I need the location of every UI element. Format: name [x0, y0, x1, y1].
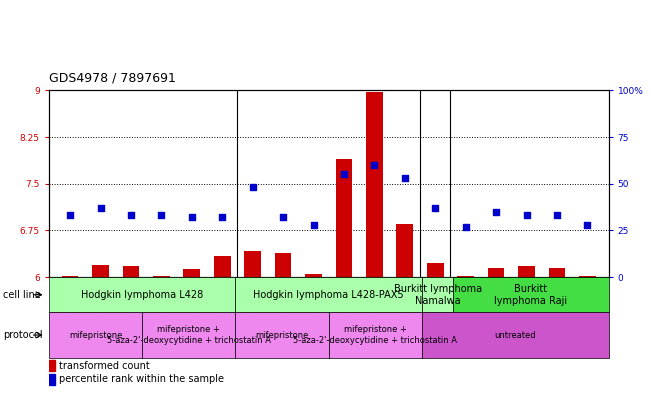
- Point: [552, 212, 562, 219]
- Bar: [184, 269, 201, 277]
- Text: mifepristone +
5-aza-2'-deoxycytidine + trichostatin A: mifepristone + 5-aza-2'-deoxycytidine + …: [107, 325, 271, 345]
- Point: [217, 214, 227, 220]
- Point: [309, 222, 319, 228]
- Bar: [92, 264, 109, 277]
- Bar: [329, 312, 422, 358]
- Point: [521, 212, 532, 219]
- Text: mifepristone +
5-aza-2'-deoxycytidine + trichostatin A: mifepristone + 5-aza-2'-deoxycytidine + …: [294, 325, 458, 345]
- Bar: [396, 224, 413, 277]
- Bar: [244, 251, 261, 277]
- Bar: [122, 266, 139, 277]
- Text: cell line: cell line: [3, 290, 41, 300]
- Bar: [142, 312, 236, 358]
- Point: [65, 212, 76, 219]
- Text: Burkitt lymphoma
Namalwa: Burkitt lymphoma Namalwa: [394, 284, 482, 305]
- Text: Burkitt
lymphoma Raji: Burkitt lymphoma Raji: [494, 284, 568, 305]
- Bar: [549, 268, 565, 277]
- Bar: [49, 360, 55, 371]
- Bar: [422, 277, 453, 312]
- Bar: [275, 253, 292, 277]
- Bar: [49, 312, 142, 358]
- Point: [369, 162, 380, 168]
- Bar: [153, 276, 170, 277]
- Point: [156, 212, 167, 219]
- Text: mifepristone: mifepristone: [69, 331, 122, 340]
- Point: [339, 171, 349, 178]
- Bar: [236, 277, 422, 312]
- Bar: [427, 263, 443, 277]
- Point: [582, 222, 592, 228]
- Bar: [422, 312, 609, 358]
- Bar: [49, 373, 55, 385]
- Point: [278, 214, 288, 220]
- Bar: [518, 266, 535, 277]
- Bar: [214, 256, 230, 277]
- Point: [430, 205, 441, 211]
- Text: mifepristone: mifepristone: [255, 331, 309, 340]
- Bar: [488, 268, 505, 277]
- Bar: [305, 274, 322, 277]
- Text: Hodgkin lymphoma L428: Hodgkin lymphoma L428: [81, 290, 203, 300]
- Bar: [62, 276, 79, 277]
- Bar: [457, 276, 474, 277]
- Text: GDS4978 / 7897691: GDS4978 / 7897691: [49, 72, 176, 84]
- Point: [187, 214, 197, 220]
- Text: untreated: untreated: [495, 331, 536, 340]
- Point: [126, 212, 136, 219]
- Point: [95, 205, 105, 211]
- Point: [491, 209, 501, 215]
- Text: protocol: protocol: [3, 330, 43, 340]
- Point: [247, 184, 258, 191]
- Point: [400, 175, 410, 181]
- Text: Hodgkin lymphoma L428-PAX5: Hodgkin lymphoma L428-PAX5: [253, 290, 404, 300]
- Bar: [49, 277, 236, 312]
- Text: percentile rank within the sample: percentile rank within the sample: [59, 374, 224, 384]
- Point: [460, 224, 471, 230]
- Bar: [366, 92, 383, 277]
- Bar: [236, 312, 329, 358]
- Text: transformed count: transformed count: [59, 361, 150, 371]
- Bar: [579, 276, 596, 277]
- Bar: [336, 159, 352, 277]
- Bar: [453, 277, 609, 312]
